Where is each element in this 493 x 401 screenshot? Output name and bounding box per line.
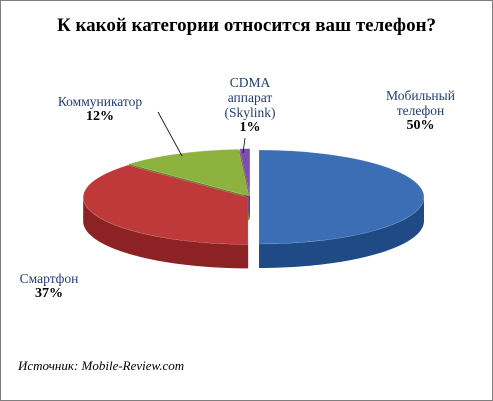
pie-slice-side-smart bbox=[83, 197, 249, 269]
label-cdma: CDMA аппарат (Skylink) 1% bbox=[205, 75, 295, 135]
label-smartphone: Смартфон 37% bbox=[4, 271, 94, 301]
pie-slice-comm bbox=[127, 148, 250, 197]
label-communicator: Коммуникатор 12% bbox=[40, 94, 160, 124]
pie-slice-mobile bbox=[258, 149, 425, 245]
pie-slice-smart bbox=[82, 164, 249, 245]
chart-title: К какой категории относится ваш телефон? bbox=[56, 15, 437, 36]
source-note: Источник: Mobile-Review.com bbox=[18, 358, 185, 373]
leader-line-cdma bbox=[242, 137, 246, 154]
percent-smartphone: 37% bbox=[35, 286, 63, 301]
pie-slice-side-mobile bbox=[259, 197, 424, 268]
label-mobile-phone: Мобильный телефон 50% bbox=[378, 88, 463, 133]
leader-line-comm bbox=[157, 111, 183, 157]
percent-communicator: 12% bbox=[86, 109, 114, 124]
percent-mobile-phone: 50% bbox=[406, 118, 435, 133]
percent-cdma: 1% bbox=[239, 120, 261, 135]
pie-slice-cdma bbox=[239, 148, 251, 196]
